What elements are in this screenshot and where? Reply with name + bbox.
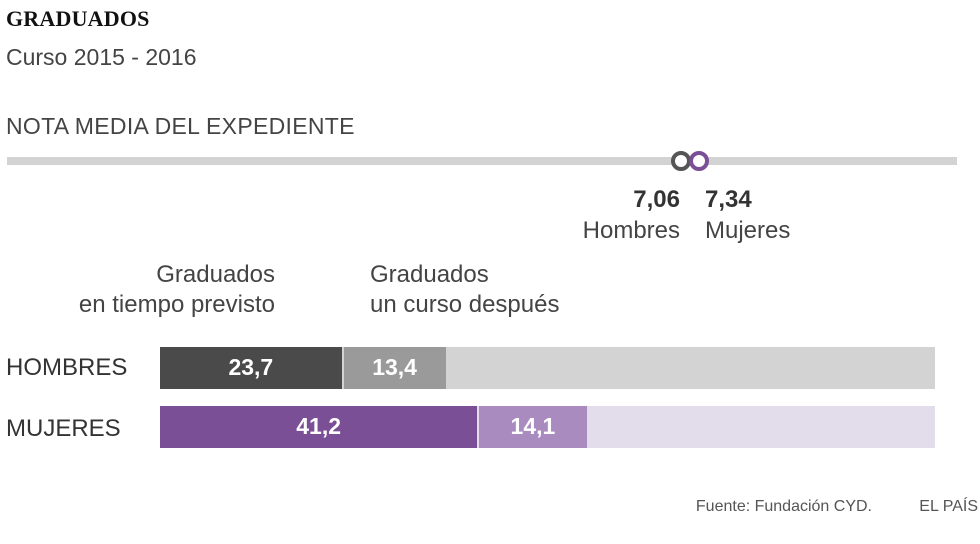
nota-media-track (7, 157, 957, 165)
bar-mujeres-tiempo-label: 41,2 (296, 413, 342, 439)
bar-hombres-tiempo (160, 347, 342, 389)
row-label-hombres: HOMBRES (6, 354, 128, 381)
header-tiempo-line2: en tiempo previsto (78, 291, 275, 318)
nota-media-title: NOTA MEDIA DEL EXPEDIENTE (6, 113, 355, 139)
hombres-nota-value: 7,06 (633, 186, 680, 213)
hombres-marker (671, 151, 692, 171)
bar-hombres-despues-label: 13,4 (372, 354, 417, 380)
chart-title: GRADUADOS (6, 6, 150, 31)
mujeres-marker (689, 151, 710, 171)
bar-track-mujeres: 41,2 14,1 (160, 406, 935, 448)
bar-mujeres-despues-label: 14,1 (510, 413, 556, 439)
source-note: Fuente: Fundación CYD. (695, 498, 872, 515)
row-label-mujeres: MUJERES (6, 415, 121, 442)
mujeres-nota-value: 7,34 (705, 186, 752, 213)
hombres-nota-label: Hombres (582, 217, 680, 244)
bar-hombres-despues (343, 347, 446, 389)
bar-mujeres-despues (479, 406, 587, 448)
bar-hombres-tiempo-label: 23,7 (228, 354, 274, 380)
header-tiempo-line1: Graduados (156, 261, 275, 288)
bar-track-hombres: 23,7 13,4 (160, 347, 935, 389)
bar-mujeres-tiempo (160, 406, 478, 448)
mujeres-nota-label: Mujeres (705, 217, 791, 244)
header-despues-line2: un curso después (370, 291, 560, 318)
chart-subtitle: Curso 2015 - 2016 (6, 44, 197, 70)
brand-label: EL PAÍS (919, 498, 978, 515)
header-despues-line1: Graduados (370, 261, 489, 288)
